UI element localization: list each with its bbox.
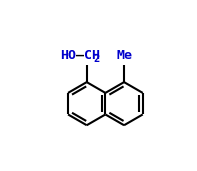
Text: —: — bbox=[76, 49, 84, 62]
Text: 2: 2 bbox=[94, 54, 100, 64]
Text: Me: Me bbox=[116, 49, 132, 62]
Text: HO: HO bbox=[60, 49, 76, 62]
Text: CH: CH bbox=[84, 49, 100, 62]
